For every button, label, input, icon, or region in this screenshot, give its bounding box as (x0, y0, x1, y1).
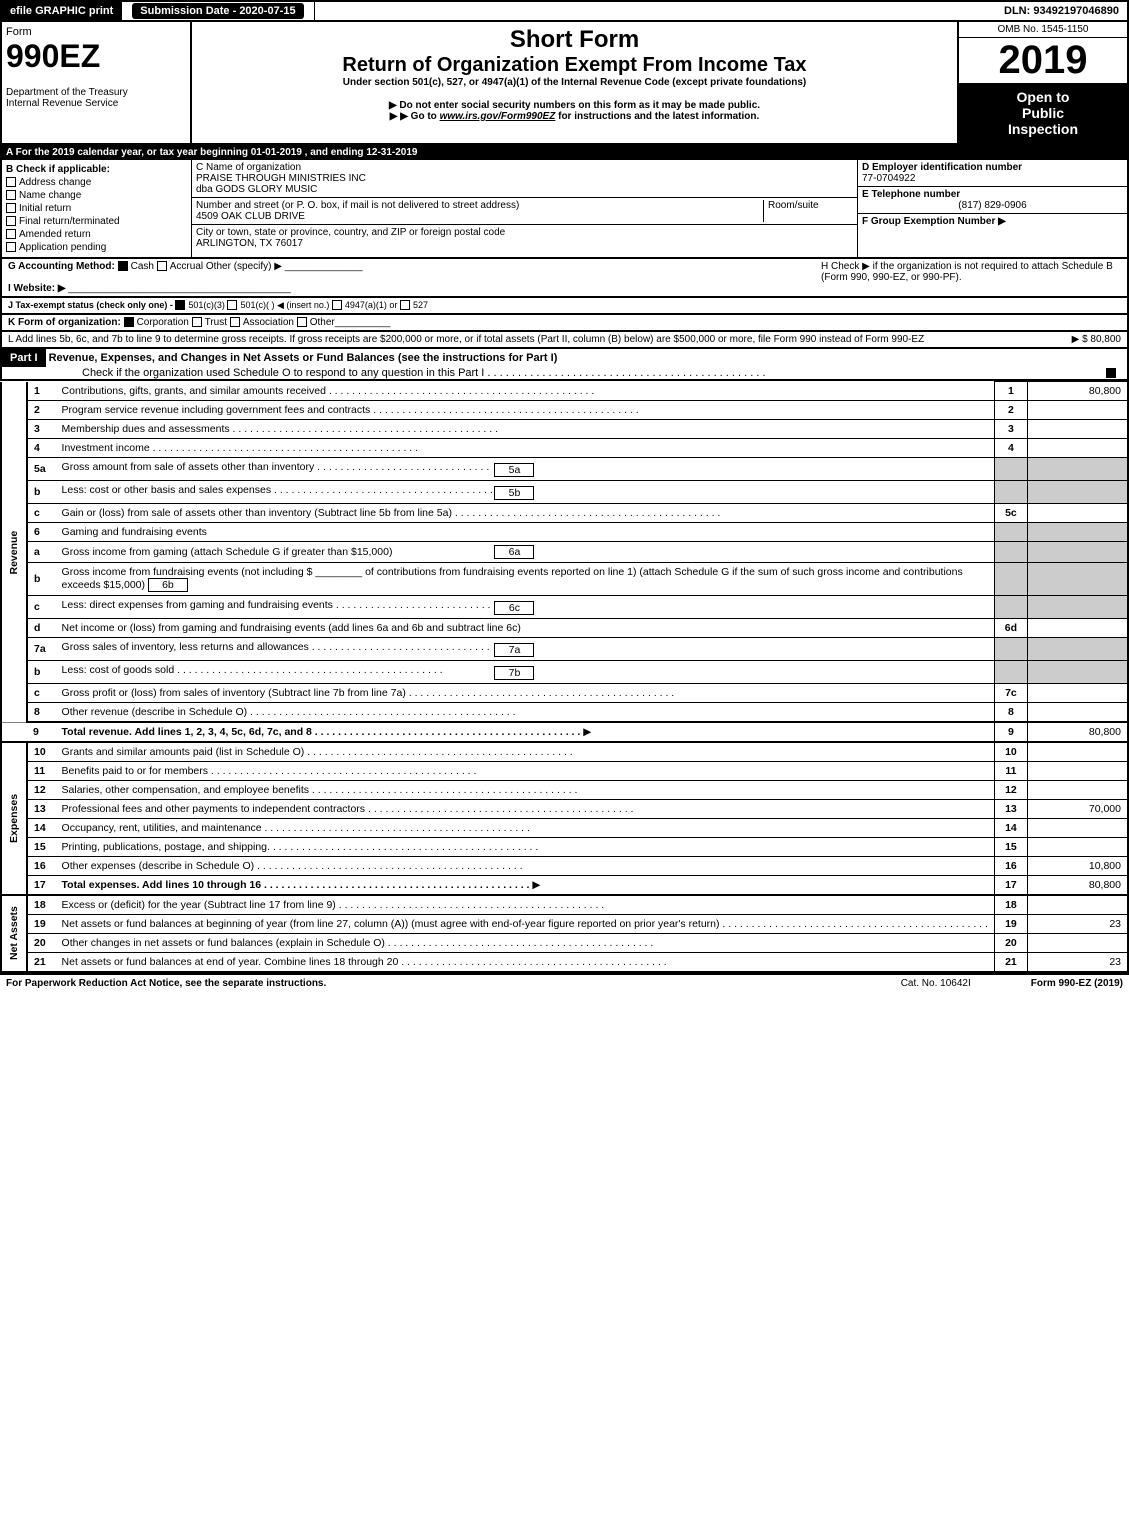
form-number: 990EZ (6, 38, 186, 75)
submission-date: Submission Date - 2020-07-15 (122, 2, 314, 20)
accrual-check[interactable] (157, 261, 167, 271)
form-header: Form 990EZ Department of the Treasury In… (0, 22, 1129, 145)
g-label: G Accounting Method: (8, 261, 115, 272)
lines-table: Revenue 1Contributions, gifts, grants, a… (0, 381, 1129, 973)
open-public-badge: Open to Public Inspection (959, 83, 1127, 143)
501c3-check[interactable] (175, 300, 185, 310)
application-pending-check[interactable]: Application pending (6, 242, 187, 253)
i-label: I Website: ▶ (8, 283, 66, 294)
4947-check[interactable] (332, 300, 342, 310)
irs-label: Internal Revenue Service (6, 98, 186, 109)
row-g-h: G Accounting Method: Cash Accrual Other … (0, 259, 1129, 298)
tax-year-row: A For the 2019 calendar year, or tax yea… (0, 145, 1129, 160)
org-dba: dba GODS GLORY MUSIC (196, 184, 317, 195)
final-return-check[interactable]: Final return/terminated (6, 216, 187, 227)
city-value: ARLINGTON, TX 76017 (196, 238, 303, 249)
instructions-link[interactable]: ▶ Go to www.irs.gov/Form990EZ for instru… (196, 111, 953, 122)
group-exemption-label: F Group Exemption Number ▶ (862, 216, 1006, 227)
tax-year: 2019 (959, 38, 1127, 83)
trust-check[interactable] (192, 317, 202, 327)
applicable-checks: B Check if applicable: Address change Na… (2, 160, 192, 257)
c-label: C Name of organization (196, 162, 301, 173)
assoc-check[interactable] (230, 317, 240, 327)
initial-return-check[interactable]: Initial return (6, 203, 187, 214)
other-check[interactable] (297, 317, 307, 327)
street-value: 4509 OAK CLUB DRIVE (196, 211, 305, 222)
row-k: K Form of organization: Corporation Trus… (0, 315, 1129, 332)
expenses-label: Expenses (1, 742, 27, 895)
cash-check[interactable] (118, 261, 128, 271)
top-bar: efile GRAPHIC print Submission Date - 20… (0, 0, 1129, 22)
row-j: J Tax-exempt status (check only one) - 5… (0, 298, 1129, 315)
phone-label: E Telephone number (862, 189, 960, 200)
street-label: Number and street (or P. O. box, if mail… (196, 200, 519, 211)
page-footer: For Paperwork Reduction Act Notice, see … (0, 973, 1129, 992)
amended-return-check[interactable]: Amended return (6, 229, 187, 240)
corp-check[interactable] (124, 317, 134, 327)
main-title: Return of Organization Exempt From Incom… (196, 54, 953, 77)
name-change-check[interactable]: Name change (6, 190, 187, 201)
cat-number: Cat. No. 10642I (901, 978, 971, 989)
dept-treasury: Department of the Treasury (6, 87, 186, 98)
paperwork-notice: For Paperwork Reduction Act Notice, see … (6, 978, 326, 989)
form-word: Form (6, 26, 186, 38)
subtitle: Under section 501(c), 527, or 4947(a)(1)… (196, 77, 953, 88)
room-suite: Room/suite (763, 200, 853, 222)
efile-print-button[interactable]: efile GRAPHIC print (2, 2, 122, 20)
row-l: L Add lines 5b, 6c, and 7b to line 9 to … (0, 332, 1129, 349)
ein-value: 77-0704922 (862, 173, 915, 184)
short-form-title: Short Form (196, 26, 953, 54)
527-check[interactable] (400, 300, 410, 310)
revenue-label: Revenue (1, 382, 27, 723)
entity-info: B Check if applicable: Address change Na… (0, 160, 1129, 259)
ein-label: D Employer identification number (862, 162, 1022, 173)
address-change-check[interactable]: Address change (6, 177, 187, 188)
netassets-label: Net Assets (1, 895, 27, 972)
ssn-warning: Do not enter social security numbers on … (196, 100, 953, 111)
501c-check[interactable] (227, 300, 237, 310)
h-text: H Check ▶ if the organization is not req… (821, 261, 1121, 294)
phone-value: (817) 829-0906 (862, 200, 1123, 211)
city-label: City or town, state or province, country… (196, 227, 505, 238)
schedule-o-check[interactable] (1106, 368, 1116, 378)
gross-receipts: ▶ $ 80,800 (1072, 334, 1121, 345)
form-ref: Form 990-EZ (2019) (1031, 978, 1123, 989)
dln-label: DLN: 93492197046890 (996, 2, 1127, 20)
part1-header: Part I Revenue, Expenses, and Changes in… (0, 349, 1129, 381)
omb-number: OMB No. 1545-1150 (959, 22, 1127, 38)
org-name: PRAISE THROUGH MINISTRIES INC (196, 173, 366, 184)
